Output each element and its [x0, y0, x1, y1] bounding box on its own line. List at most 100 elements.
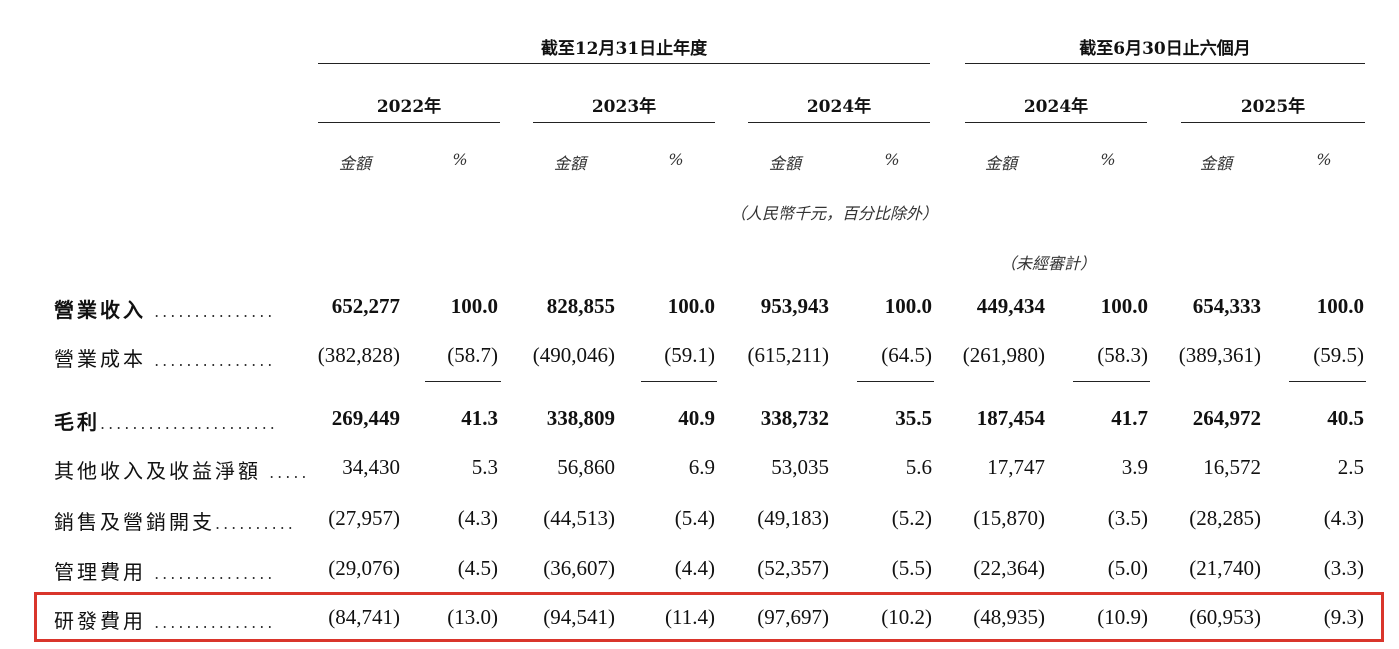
- cell-amount: 56,860: [557, 455, 615, 479]
- cell-amount: (44,513): [543, 506, 615, 530]
- leader-dots: ..........: [215, 514, 296, 533]
- cell-percent: 5.3: [471, 455, 498, 479]
- percent-header: %: [1100, 150, 1116, 169]
- cell-amount: 953,943: [760, 294, 829, 318]
- cell-amount: (21,740): [1189, 556, 1261, 580]
- row-label-text: 其他收入及收益淨額: [54, 459, 261, 483]
- group-rule-half: [965, 63, 1365, 64]
- cell-amount: (97,697): [757, 605, 829, 629]
- cell-percent: (5.4): [674, 506, 715, 530]
- cell-percent: (5.0): [1107, 556, 1148, 580]
- cell-percent: (58.7): [447, 343, 498, 367]
- cell-percent: 41.3: [461, 406, 498, 430]
- cell-amount: 17,747: [987, 455, 1045, 479]
- cell-amount: (382,828): [317, 343, 400, 367]
- subtotal-rule: [1073, 381, 1150, 382]
- cell-amount: (22,364): [973, 556, 1045, 580]
- cell-amount: (615,211): [747, 343, 829, 367]
- cell-percent: (4.5): [457, 556, 498, 580]
- cell-percent: (59.1): [664, 343, 715, 367]
- cell-amount: 53,035: [771, 455, 829, 479]
- cell-percent: (10.2): [881, 605, 932, 629]
- cell-percent: (3.3): [1323, 556, 1364, 580]
- cell-percent: (13.0): [447, 605, 498, 629]
- cell-percent: 100.0: [667, 294, 715, 318]
- row-label-text: 管理費用: [54, 560, 146, 584]
- row-label-cost: 營業成本 ...............: [54, 343, 275, 372]
- cell-amount: 449,434: [976, 294, 1045, 318]
- cell-percent: 40.5: [1327, 406, 1364, 430]
- subtotal-rule: [1289, 381, 1366, 382]
- leader-dots: ...............: [146, 302, 276, 321]
- cell-amount: 828,855: [546, 294, 615, 318]
- cell-amount: (27,957): [328, 506, 400, 530]
- row-label-text: 營業收入: [54, 298, 146, 322]
- currency-note: （人民幣千元，百分比除外）: [730, 204, 939, 223]
- cell-amount: 187,454: [976, 406, 1045, 430]
- cell-percent: 5.6: [905, 455, 932, 479]
- cell-percent: 100.0: [1100, 294, 1148, 318]
- year-header-2023: 2023年: [591, 97, 657, 117]
- year-rule: [965, 122, 1147, 123]
- leader-dots: ......................: [100, 414, 278, 433]
- cell-amount: (52,357): [757, 556, 829, 580]
- cell-amount: (261,980): [962, 343, 1045, 367]
- percent-header: %: [452, 150, 468, 169]
- cell-percent: 40.9: [678, 406, 715, 430]
- cell-percent: 100.0: [1316, 294, 1364, 318]
- cell-percent: (58.3): [1097, 343, 1148, 367]
- cell-amount: 338,809: [546, 406, 615, 430]
- year-header-2025-h1: 2025年: [1240, 97, 1306, 117]
- cell-amount: (48,935): [973, 605, 1045, 629]
- group-rule-annual: [318, 63, 930, 64]
- year-header-2022: 2022年: [376, 97, 442, 117]
- subtotal-rule: [425, 381, 501, 382]
- year-rule: [748, 122, 930, 123]
- row-label-other-income: 其他收入及收益淨額 .....: [54, 455, 310, 484]
- leader-dots: .....: [261, 463, 310, 482]
- cell-amount: (84,741): [328, 605, 400, 629]
- cell-percent: (59.5): [1313, 343, 1364, 367]
- cell-amount: 654,333: [1192, 294, 1261, 318]
- row-label-text: 銷售及營銷開支: [54, 510, 215, 534]
- cell-percent: (9.3): [1323, 605, 1364, 629]
- cell-amount: (29,076): [328, 556, 400, 580]
- cell-amount: 652,277: [331, 294, 400, 318]
- year-header-2024-h1: 2024年: [1023, 97, 1089, 117]
- cell-percent: (64.5): [881, 343, 932, 367]
- amount-header: 金額: [768, 154, 801, 173]
- row-label-admin: 管理費用 ...............: [54, 556, 275, 585]
- row-label-revenue: 營業收入 ...............: [54, 294, 275, 323]
- amount-header: 金額: [1199, 154, 1232, 173]
- row-label-text: 營業成本: [54, 347, 146, 371]
- row-label-rnd: 研發費用 ...............: [54, 605, 275, 634]
- amount-header: 金額: [984, 154, 1017, 173]
- cell-percent: (3.5): [1107, 506, 1148, 530]
- amount-header: 金額: [338, 154, 371, 173]
- row-label-selling: 銷售及營銷開支..........: [54, 506, 296, 535]
- cell-amount: (15,870): [973, 506, 1045, 530]
- cell-amount: 338,732: [760, 406, 829, 430]
- group-header-annual: 截至12月31日止年度: [540, 39, 708, 59]
- row-label-gross-profit: 毛利......................: [54, 406, 278, 435]
- cell-amount: (389,361): [1178, 343, 1261, 367]
- cell-percent: 35.5: [895, 406, 932, 430]
- cell-percent: (5.5): [891, 556, 932, 580]
- cell-amount: (60,953): [1189, 605, 1261, 629]
- cell-amount: 16,572: [1203, 455, 1261, 479]
- subtotal-rule: [857, 381, 934, 382]
- row-label-text: 研發費用: [54, 609, 146, 633]
- cell-amount: (49,183): [757, 506, 829, 530]
- subtotal-rule: [641, 381, 717, 382]
- cell-amount: (490,046): [532, 343, 615, 367]
- cell-amount: 264,972: [1192, 406, 1261, 430]
- cell-percent: 100.0: [884, 294, 932, 318]
- cell-percent: (10.9): [1097, 605, 1148, 629]
- group-header-half: 截至6月30日止六個月: [1079, 39, 1251, 59]
- cell-percent: 2.5: [1337, 455, 1364, 479]
- row-label-text: 毛利: [54, 410, 100, 434]
- year-header-2024: 2024年: [806, 97, 872, 117]
- cell-percent: 41.7: [1111, 406, 1148, 430]
- cell-percent: 3.9: [1121, 455, 1148, 479]
- cell-amount: 34,430: [342, 455, 400, 479]
